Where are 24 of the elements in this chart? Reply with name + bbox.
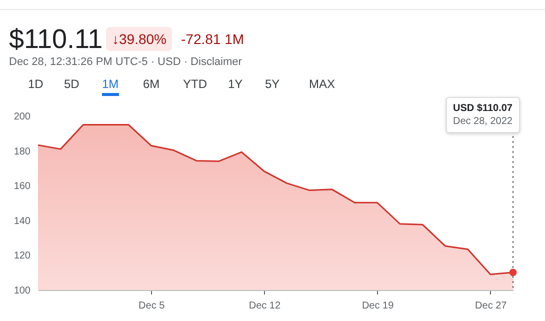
text: 6M — [143, 77, 160, 91]
y-tick-label: 100 — [14, 286, 31, 296]
annotation: Dec 28, 2022 — [453, 116, 512, 127]
chart-subtitle: Dec 28, 12:31:26 PM UTC-5 · USD · Disclaimer — [9, 56, 242, 68]
text: -72.81 1M — [181, 31, 244, 47]
x-tick-label: Dec 12 — [248, 300, 281, 312]
y-tick-label: 120 — [14, 250, 31, 262]
x-tick-label: Dec 5 — [138, 300, 166, 312]
x-tick-label: Dec 27 — [475, 300, 508, 312]
text: YTD — [183, 77, 207, 91]
y-tick-label: 160 — [14, 181, 31, 192]
tooltip: USD $110.07 Dec 28, 2022 — [446, 97, 520, 133]
text: 1Y — [228, 77, 243, 91]
y-tick-label: 200 — [14, 112, 31, 122]
y-tick-label: 140 — [14, 216, 31, 227]
text: 1M — [102, 77, 119, 96]
x-tick-label: Dec 19 — [362, 300, 394, 312]
text: 1D — [28, 77, 44, 91]
chart-title: $110.11 — [9, 24, 103, 55]
text: ↓39.80% — [106, 27, 172, 51]
text: 5Y — [265, 77, 280, 91]
y-tick-label: 180 — [14, 146, 31, 158]
text: MAX — [309, 77, 336, 91]
text: 5D — [64, 77, 80, 91]
